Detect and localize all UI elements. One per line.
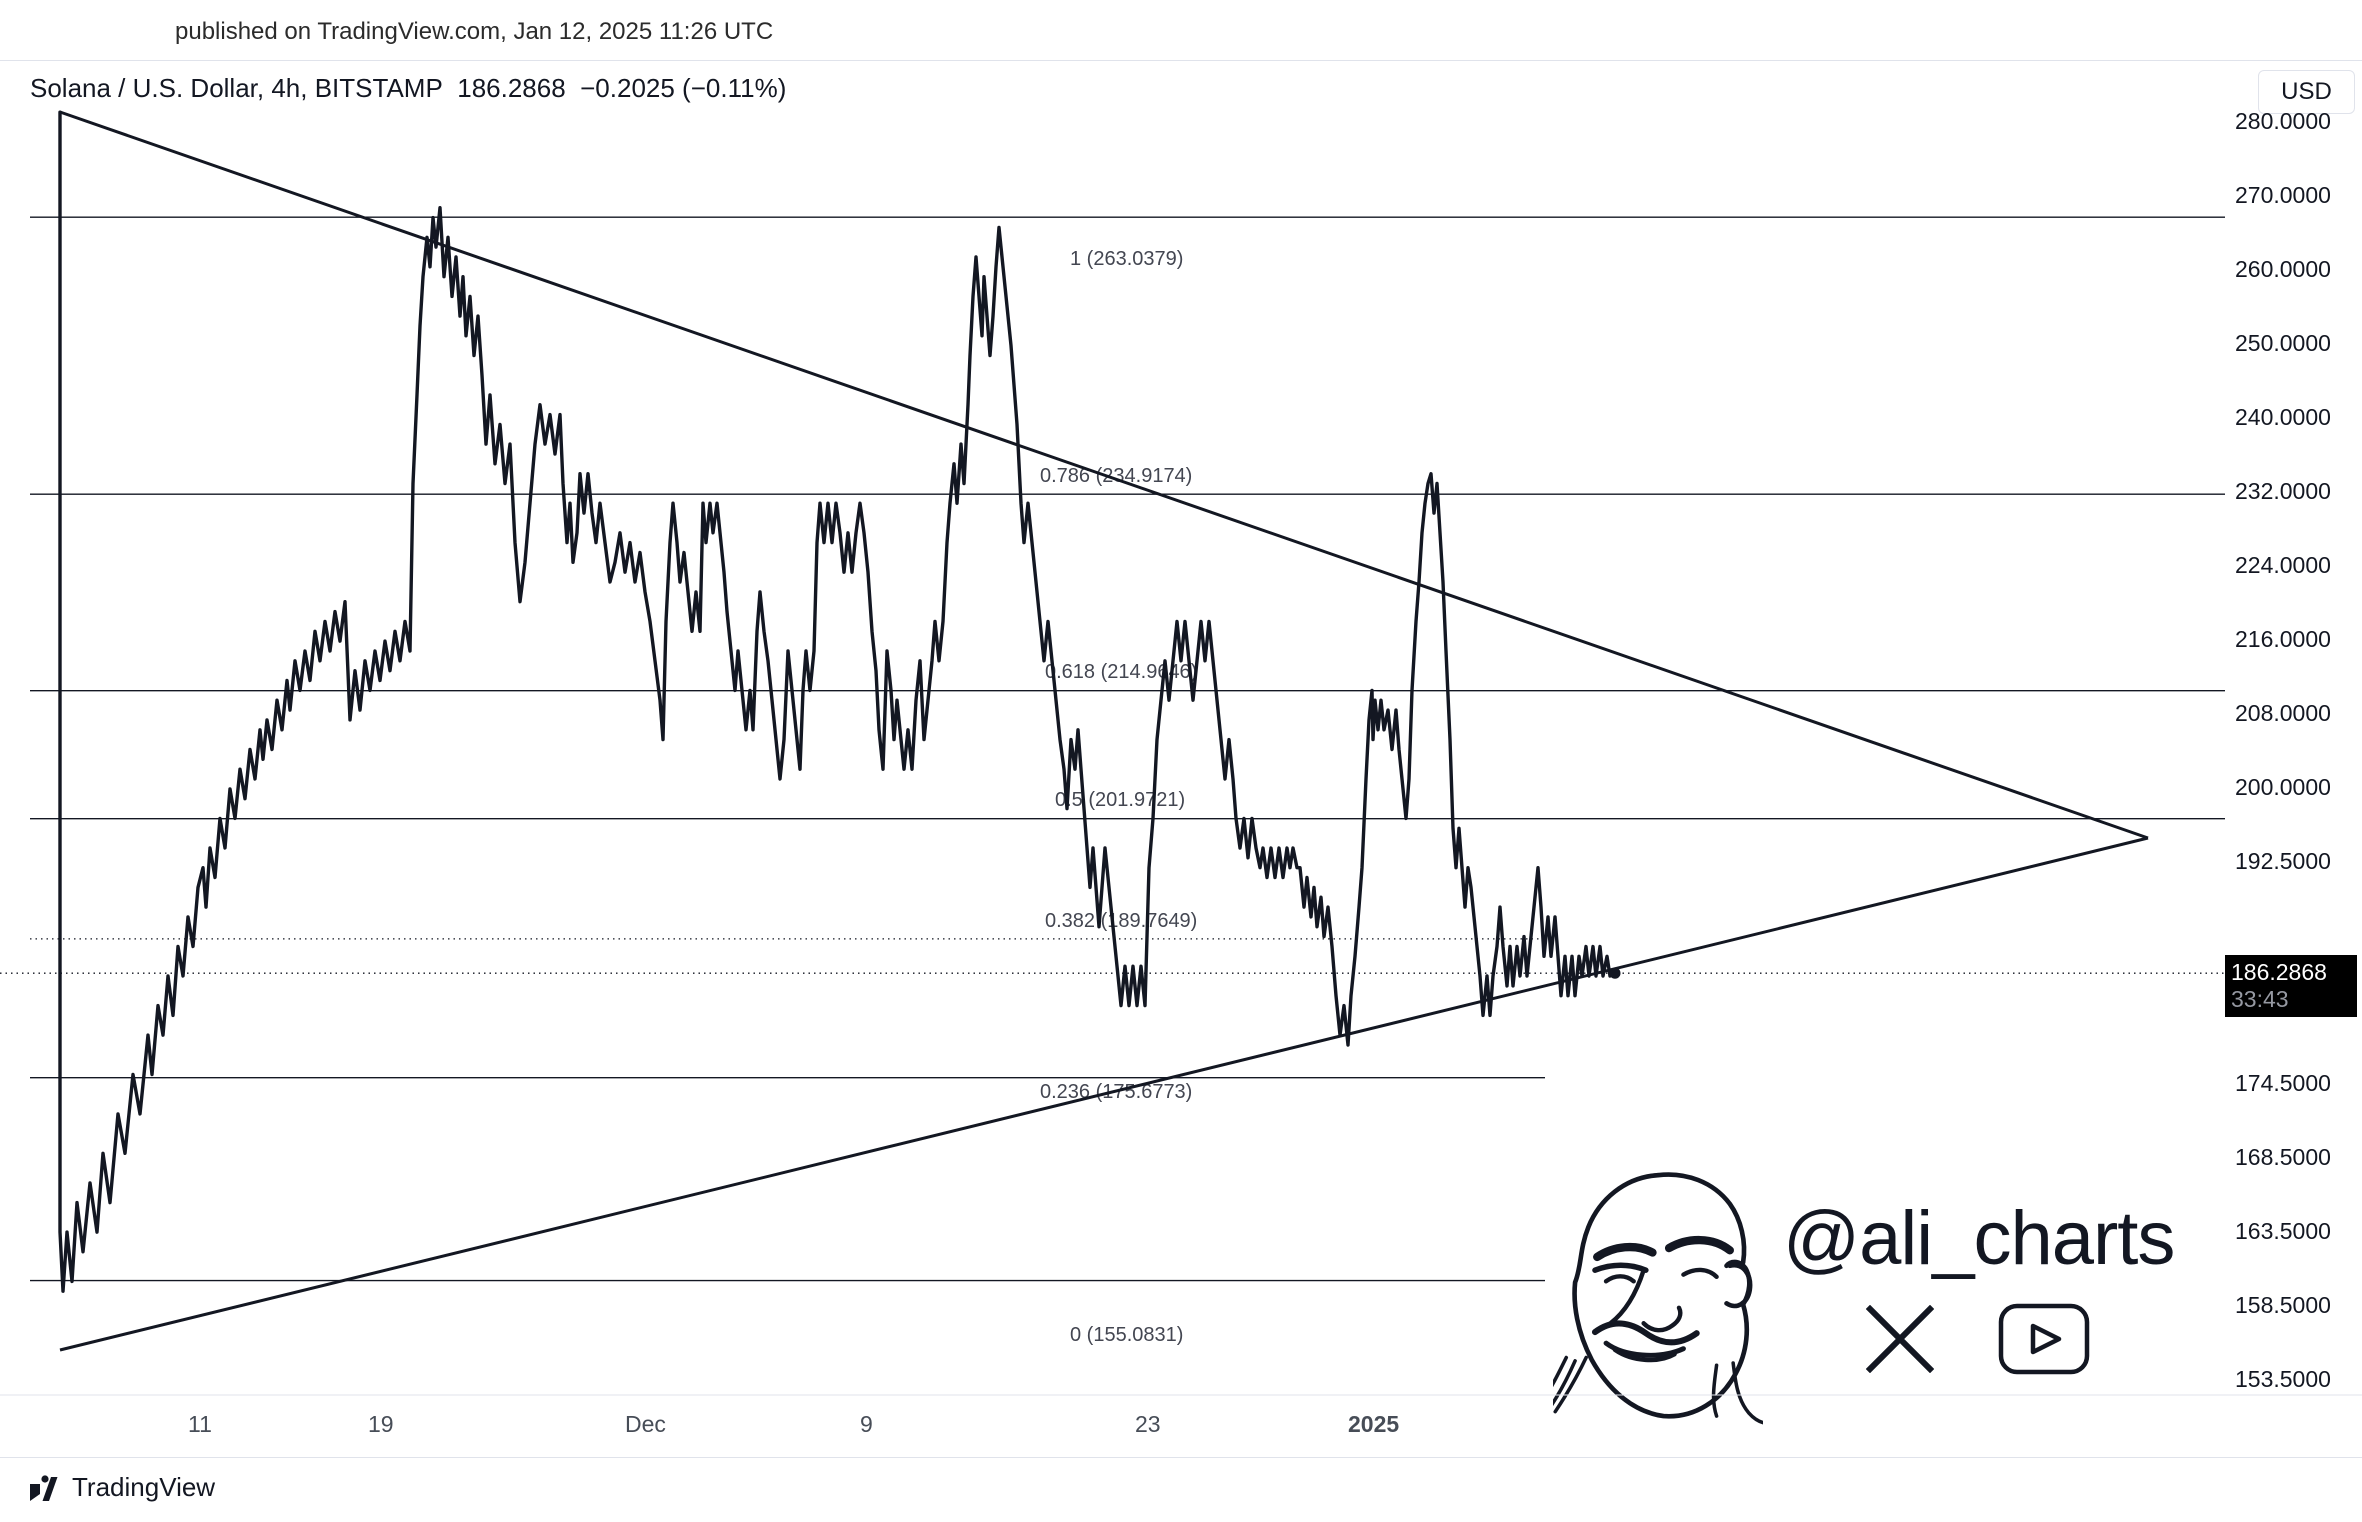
svg-text:280.0000: 280.0000 [2235,108,2331,134]
svg-text:0 (155.0831): 0 (155.0831) [1070,1324,1183,1346]
svg-text:232.0000: 232.0000 [2235,478,2331,504]
svg-text:200.0000: 200.0000 [2235,774,2331,800]
svg-text:153.5000: 153.5000 [2235,1366,2331,1392]
svg-text:19: 19 [368,1411,394,1437]
svg-text:224.0000: 224.0000 [2235,552,2331,578]
svg-text:0.5 (201.9721): 0.5 (201.9721) [1055,789,1185,811]
svg-text:208.0000: 208.0000 [2235,700,2331,726]
svg-text:2025: 2025 [1348,1411,1399,1437]
svg-text:270.0000: 270.0000 [2235,182,2331,208]
svg-text:216.0000: 216.0000 [2235,626,2331,652]
svg-text:0.786 (234.9174): 0.786 (234.9174) [1040,465,1192,487]
svg-text:250.0000: 250.0000 [2235,330,2331,356]
svg-text:0.382 (189.7649): 0.382 (189.7649) [1045,910,1197,932]
svg-text:163.5000: 163.5000 [2235,1218,2331,1244]
svg-text:260.0000: 260.0000 [2235,256,2331,282]
svg-text:23: 23 [1135,1411,1161,1437]
svg-text:174.5000: 174.5000 [2235,1070,2331,1096]
svg-text:192.5000: 192.5000 [2235,848,2331,874]
svg-text:1 (263.0379): 1 (263.0379) [1070,248,1183,270]
svg-text:0.618 (214.9646): 0.618 (214.9646) [1045,661,1197,683]
svg-text:240.0000: 240.0000 [2235,404,2331,430]
svg-text:168.5000: 168.5000 [2235,1144,2331,1170]
svg-text:9: 9 [860,1411,873,1437]
svg-text:11: 11 [188,1411,212,1437]
svg-text:Dec: Dec [625,1411,666,1437]
svg-text:158.5000: 158.5000 [2235,1292,2331,1318]
